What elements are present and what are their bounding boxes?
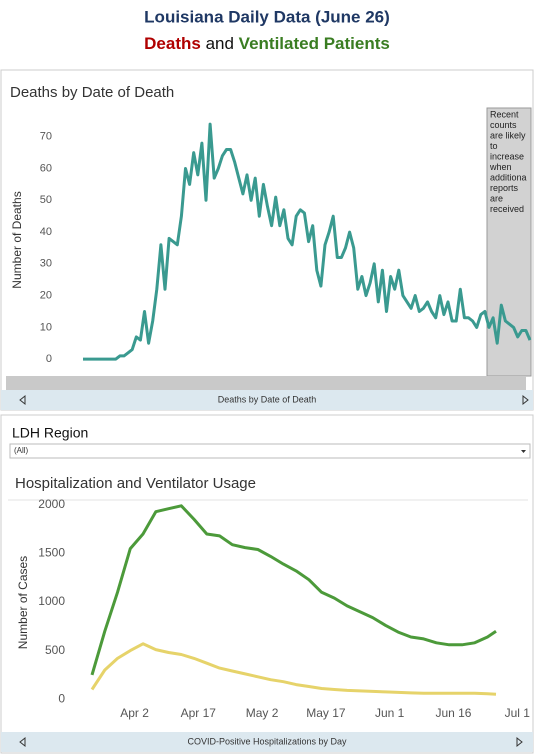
y-axis-label: Number of Deaths: [10, 191, 24, 288]
scroll-label: Deaths by Date of Death: [218, 394, 317, 404]
filter-label: LDH Region: [12, 425, 88, 441]
panel: [0, 69, 534, 411]
line-series: [90, 504, 497, 676]
annotation: received: [490, 204, 524, 214]
annotation: additiona: [490, 172, 527, 182]
y-tick-label: 40: [40, 226, 52, 238]
y-tick-label: 0: [46, 353, 52, 365]
scroll-bar: [1, 390, 533, 410]
scroll-left[interactable]: [19, 736, 26, 748]
y-tick-label: 70: [40, 131, 52, 143]
subtitle-vent: Ventilated Patients: [239, 34, 390, 53]
x-tick-label: Apr 2: [120, 706, 149, 720]
y-tick-label: 1500: [38, 546, 65, 560]
y-tick-label: 50: [40, 194, 52, 206]
y-tick-label: 60: [40, 162, 52, 174]
y-tick-label: 30: [40, 258, 52, 270]
scroll-right[interactable]: [516, 736, 523, 748]
subtitle-and: and: [206, 34, 234, 53]
chart-title: Deaths by Date of Death: [10, 84, 174, 101]
annotation: increase: [490, 151, 524, 161]
y-tick-label: 10: [40, 321, 52, 333]
chart-title: Hospitalization and Ventilator Usage: [15, 475, 256, 492]
line-series: [90, 642, 497, 696]
annotation: counts: [490, 120, 517, 130]
x-tick-label: May 17: [306, 706, 346, 720]
x-tick-label: Jul 1: [505, 706, 531, 720]
annotation: to: [490, 141, 498, 151]
header-subtitle: Deaths and Ventilated Patients: [144, 34, 390, 53]
scroll-bar: [1, 732, 533, 752]
panel: [0, 414, 534, 754]
annotation: are likely: [490, 130, 526, 140]
y-axis-label: Number of Cases: [16, 556, 30, 649]
y-tick-label: 500: [45, 643, 65, 657]
annotation: when: [489, 162, 512, 172]
scroll-label: COVID-Positive Hospitalizations by Day: [187, 736, 347, 746]
y-tick-label: 0: [58, 691, 65, 705]
dropdown-arrow[interactable]: [521, 450, 526, 453]
annotation: are: [490, 193, 503, 203]
x-tick-label: Apr 17: [181, 706, 217, 720]
filter-value: (All): [14, 446, 29, 455]
annotation: Recent: [490, 109, 519, 119]
scroll-right[interactable]: [522, 394, 529, 406]
x-tick-label: Jun 16: [435, 706, 471, 720]
y-tick-label: 1000: [38, 594, 65, 608]
line-series: [83, 122, 532, 361]
y-tick-label: 2000: [38, 497, 65, 511]
header-title: Louisiana Daily Data (June 26): [144, 7, 390, 26]
subtitle-deaths: Deaths: [144, 34, 201, 53]
x-tick-label: May 2: [246, 706, 279, 720]
scroll-track[interactable]: [6, 376, 526, 390]
annotation: reports: [490, 183, 519, 193]
scroll-left[interactable]: [19, 394, 26, 406]
filter-dropdown[interactable]: [9, 443, 531, 459]
y-tick-label: 20: [40, 289, 52, 301]
x-tick-label: Jun 1: [375, 706, 405, 720]
